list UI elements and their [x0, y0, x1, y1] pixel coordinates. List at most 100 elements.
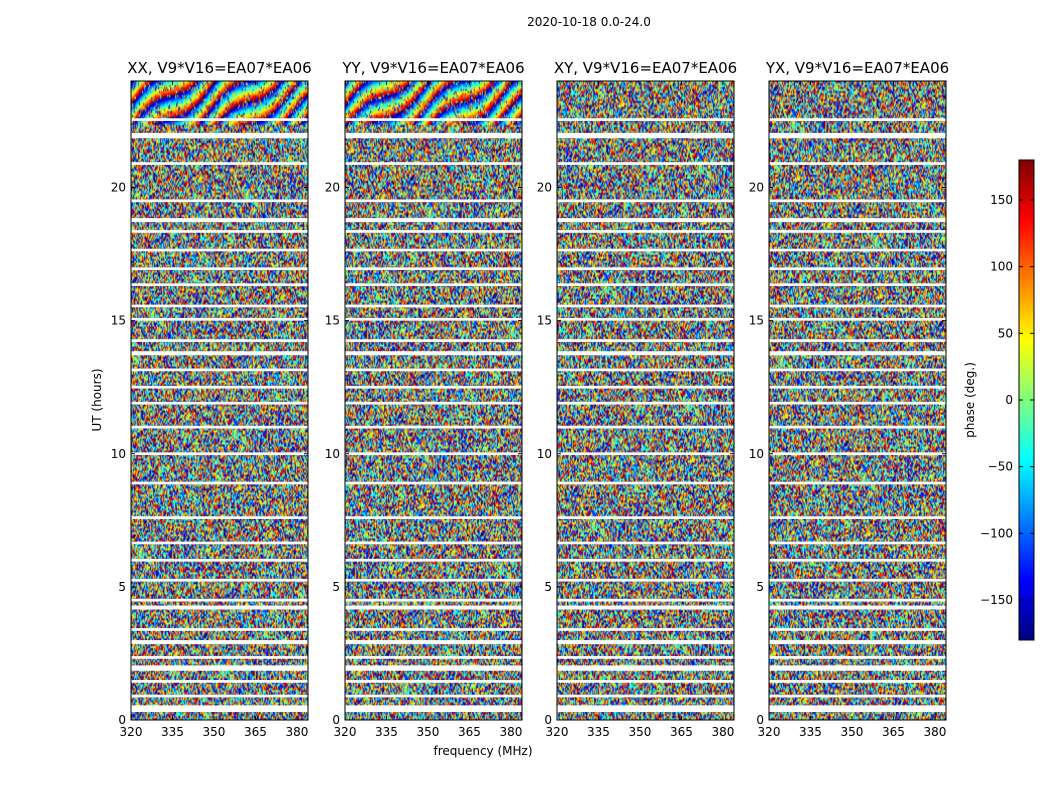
gap-band	[769, 304, 946, 308]
x-tick-label: 320	[334, 725, 357, 739]
gap-band	[557, 385, 734, 389]
x-tick-label: 350	[629, 725, 652, 739]
gap-band	[345, 162, 522, 165]
x-tick-label: 335	[375, 725, 398, 739]
gap-band	[131, 230, 308, 233]
gap-band	[131, 680, 308, 683]
y-tick-label: 0	[118, 713, 126, 727]
gap-band	[131, 541, 308, 545]
y-tick-label: 10	[537, 447, 552, 461]
panel-yy: YY, V9*V16=EA07*EA06 320 335 350 365 380 0 5 10 1…	[325, 59, 525, 739]
gap-band	[131, 640, 308, 645]
panel-title: YY, V9*V16=EA07*EA06	[341, 59, 524, 77]
panel-frame	[556, 80, 735, 721]
gap-band	[345, 304, 522, 308]
y-tick-label: 5	[544, 580, 552, 594]
x-tick-label: 335	[587, 725, 610, 739]
gap-band	[131, 578, 308, 582]
gap-band	[557, 248, 734, 252]
gap-band	[557, 132, 734, 139]
colorbar-tick-label: 50	[998, 326, 1013, 340]
gap-band	[769, 578, 946, 582]
gap-band	[345, 267, 522, 271]
gap-band	[557, 452, 734, 456]
gap-band	[769, 665, 946, 671]
gap-band	[769, 541, 946, 545]
gap-band	[131, 218, 308, 223]
gap-band	[345, 452, 522, 456]
x-tick-label: 380	[499, 725, 522, 739]
x-axis-label: frequency (MHz)	[433, 744, 532, 758]
gap-band	[769, 132, 946, 139]
colorbar: 150 100 50 0 −50 −100 −150 phase (deg.)	[963, 159, 1035, 641]
y-tick-label: 20	[111, 181, 126, 195]
y-axis-label: UT (hours)	[90, 368, 104, 431]
colorbar-tick-label: 100	[990, 260, 1013, 274]
gap-band	[345, 541, 522, 545]
gap-band	[345, 705, 522, 713]
gap-band	[769, 283, 946, 287]
gap-band	[557, 541, 734, 545]
panel-title: XX, V9*V16=EA07*EA06	[127, 59, 311, 77]
gap-band	[769, 425, 946, 429]
figure-suptitle: 2020-10-18 0.0-24.0	[527, 15, 651, 29]
gap-band	[557, 317, 734, 321]
colorbar-tick-label: −100	[980, 526, 1013, 540]
phase-heatmap-yy	[345, 81, 522, 720]
x-tick-label: 335	[161, 725, 184, 739]
gap-band	[131, 516, 308, 519]
gap-band	[557, 516, 734, 519]
x-tick-label: 365	[244, 725, 267, 739]
gap-band	[345, 368, 522, 372]
gap-band	[557, 267, 734, 271]
gap-band	[769, 267, 946, 271]
gap-band	[557, 230, 734, 233]
gap-band	[345, 248, 522, 252]
panel-yx: YX, V9*V16=EA07*EA06 320 335 350 365 380 0 5 10 1…	[749, 59, 949, 739]
gap-band	[769, 230, 946, 233]
gap-band	[557, 558, 734, 562]
y-tick-label: 5	[118, 580, 126, 594]
panel-title: XY, V9*V16=EA07*EA06	[554, 59, 737, 77]
gap-band	[345, 317, 522, 321]
y-tick-label: 15	[325, 314, 340, 328]
gap-band	[557, 199, 734, 203]
gap-band	[131, 694, 308, 698]
y-tick-label: 15	[537, 314, 552, 328]
gap-band	[131, 401, 308, 405]
gap-band	[345, 628, 522, 631]
gap-band	[557, 218, 734, 223]
gap-band	[769, 199, 946, 203]
colorbar-ticks: 150 100 50 0 −50 −100 −150	[980, 193, 1034, 607]
x-tick-label: 365	[458, 725, 481, 739]
gap-band	[345, 339, 522, 342]
x-tick-label: 380	[711, 725, 734, 739]
y-tick-label: 20	[749, 181, 764, 195]
y-tick-label: 0	[544, 713, 552, 727]
gap-band	[345, 694, 522, 698]
gap-band	[345, 640, 522, 645]
gap-band	[769, 628, 946, 631]
gap-band	[131, 283, 308, 287]
colorbar-tick-label: 0	[1005, 393, 1013, 407]
x-tick-label: 365	[882, 725, 905, 739]
gap-band	[769, 339, 946, 342]
gap-band	[345, 598, 522, 602]
gap-band	[557, 351, 734, 356]
gap-band	[769, 516, 946, 519]
x-tick-label: 350	[841, 725, 864, 739]
gap-band	[131, 162, 308, 165]
x-tick-label: 380	[923, 725, 946, 739]
gap-band	[769, 218, 946, 223]
gap-band	[131, 339, 308, 342]
gap-band	[131, 304, 308, 308]
gap-band	[769, 401, 946, 405]
gap-band	[345, 385, 522, 389]
gap-band	[769, 640, 946, 645]
colorbar-label: phase (deg.)	[963, 362, 977, 438]
phase-heatmap-yx	[769, 81, 946, 720]
y-tick-label: 5	[332, 580, 340, 594]
gap-band	[769, 317, 946, 321]
gap-band	[131, 351, 308, 356]
x-tick-label: 365	[670, 725, 693, 739]
